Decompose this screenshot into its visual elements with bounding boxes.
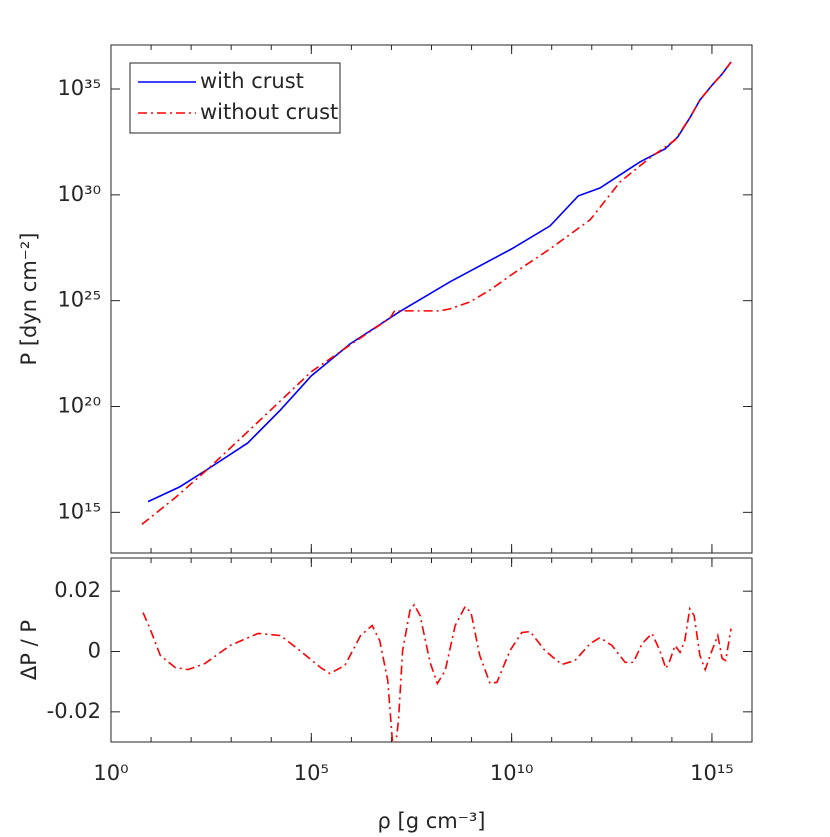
x-axis-label: ρ [g cm⁻³] — [378, 809, 486, 833]
y-tick-label: 10³⁵ — [57, 76, 101, 100]
y-tick-label: 10²⁵ — [57, 288, 101, 312]
y-tick-label: -0.02 — [47, 699, 101, 723]
x-tick-label: 10⁰ — [93, 761, 128, 785]
plot-area — [142, 603, 732, 742]
y-tick-label: 0.02 — [54, 578, 101, 602]
y-tick-label: 0 — [88, 639, 101, 663]
x-tick-label: 10¹⁵ — [690, 761, 734, 785]
series-line — [142, 603, 732, 742]
y-tick-label: 10³⁰ — [57, 182, 101, 206]
y-axis-label: P [dyn cm⁻²] — [17, 233, 41, 366]
plot-area — [141, 61, 732, 526]
legend-label: with crust — [200, 69, 304, 93]
legend-box — [129, 62, 341, 134]
legend-label: without crust — [200, 100, 338, 124]
x-tick-label: 10¹⁰ — [490, 761, 534, 785]
series-line — [141, 61, 732, 526]
y-tick-label: 10¹⁵ — [57, 499, 101, 523]
y-tick-label: 10²⁰ — [57, 394, 101, 418]
x-tick-label: 10⁵ — [294, 761, 329, 785]
y-axis-label: ΔP / P — [17, 620, 41, 680]
